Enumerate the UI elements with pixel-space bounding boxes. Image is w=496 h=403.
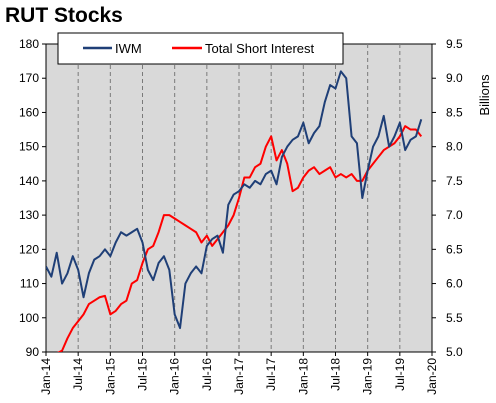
left-tick-label: 90 bbox=[26, 345, 40, 359]
x-tick-label: Jan-14 bbox=[39, 358, 53, 395]
left-tick-label: 150 bbox=[19, 140, 39, 154]
series-line-short-interest bbox=[57, 125, 423, 352]
right-tick-label: 6.0 bbox=[446, 277, 463, 291]
x-tick-label: Jan-19 bbox=[361, 358, 375, 395]
left-tick-label: 170 bbox=[19, 71, 39, 85]
x-tick-label: Jul-19 bbox=[393, 358, 407, 391]
x-tick-label: Jul-15 bbox=[136, 358, 150, 391]
right-axis-label: Billions bbox=[477, 74, 492, 116]
left-tick-label: 140 bbox=[19, 174, 39, 188]
x-tick-label: Jan-15 bbox=[103, 358, 117, 395]
x-axis-ticks: Jan-14 Jul-14 Jan-15 Jul-15 Jan-16 Jul-16 Jan-… bbox=[39, 352, 439, 395]
x-tick-label: Jan-18 bbox=[296, 358, 310, 395]
right-tick-label: 7.0 bbox=[446, 208, 463, 222]
x-tick-label: Jul-17 bbox=[264, 358, 278, 391]
legend-label-iwm: IWM bbox=[115, 41, 142, 56]
left-axis-ticks: 90 100 110 120 130 140 150 160 170 180 bbox=[19, 37, 46, 359]
x-tick-label: Jul-18 bbox=[329, 358, 343, 391]
left-tick-label: 110 bbox=[20, 277, 39, 291]
series-layer bbox=[46, 70, 423, 352]
x-tick-label: Jan-17 bbox=[232, 358, 246, 395]
x-tick-label: Jan-16 bbox=[168, 358, 182, 395]
right-tick-label: 8.5 bbox=[446, 105, 463, 119]
left-tick-label: 130 bbox=[19, 208, 39, 222]
x-tick-label: Jul-14 bbox=[71, 358, 85, 391]
left-tick-label: 160 bbox=[19, 105, 39, 119]
right-tick-label: 8.0 bbox=[446, 140, 463, 154]
right-tick-label: 9.0 bbox=[446, 71, 463, 85]
left-tick-label: 120 bbox=[19, 242, 39, 256]
right-tick-label: 5.5 bbox=[446, 311, 463, 325]
right-tick-label: 7.5 bbox=[446, 174, 463, 188]
chart-title: RUT Stocks bbox=[5, 4, 123, 27]
right-axis-ticks: 5.0 5.5 6.0 6.5 7.0 7.5 8.0 8.5 9.0 9.5 bbox=[432, 37, 463, 359]
right-tick-label: 5.0 bbox=[446, 345, 463, 359]
legend: IWM Total Short Interest bbox=[57, 32, 344, 65]
vertical-gridlines bbox=[77, 44, 401, 352]
x-tick-label: Jan-20 bbox=[425, 358, 439, 395]
left-tick-label: 180 bbox=[19, 37, 39, 51]
series-line-iwm bbox=[46, 70, 423, 330]
x-tick-label: Jul-16 bbox=[200, 358, 214, 391]
right-tick-label: 9.5 bbox=[446, 37, 463, 51]
left-tick-label: 100 bbox=[19, 311, 39, 325]
legend-label-short-interest: Total Short Interest bbox=[205, 41, 314, 56]
right-tick-label: 6.5 bbox=[446, 242, 463, 256]
